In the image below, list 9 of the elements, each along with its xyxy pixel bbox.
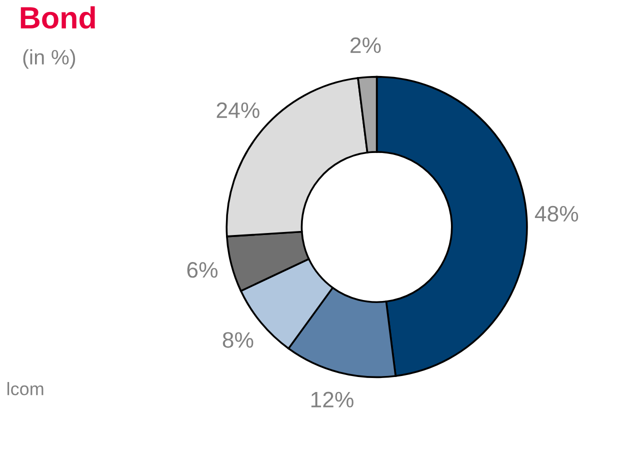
data-label: 48% <box>534 206 578 222</box>
data-label: 2% <box>350 37 381 54</box>
text: lcom <box>7 382 44 396</box>
data-label: 6% <box>187 262 218 278</box>
data-label: 24% <box>216 102 260 118</box>
text: (in %) <box>23 49 76 69</box>
data-label: 8% <box>222 332 254 348</box>
chart-title: Bond <box>20 6 95 29</box>
data-label: 12% <box>311 392 354 408</box>
